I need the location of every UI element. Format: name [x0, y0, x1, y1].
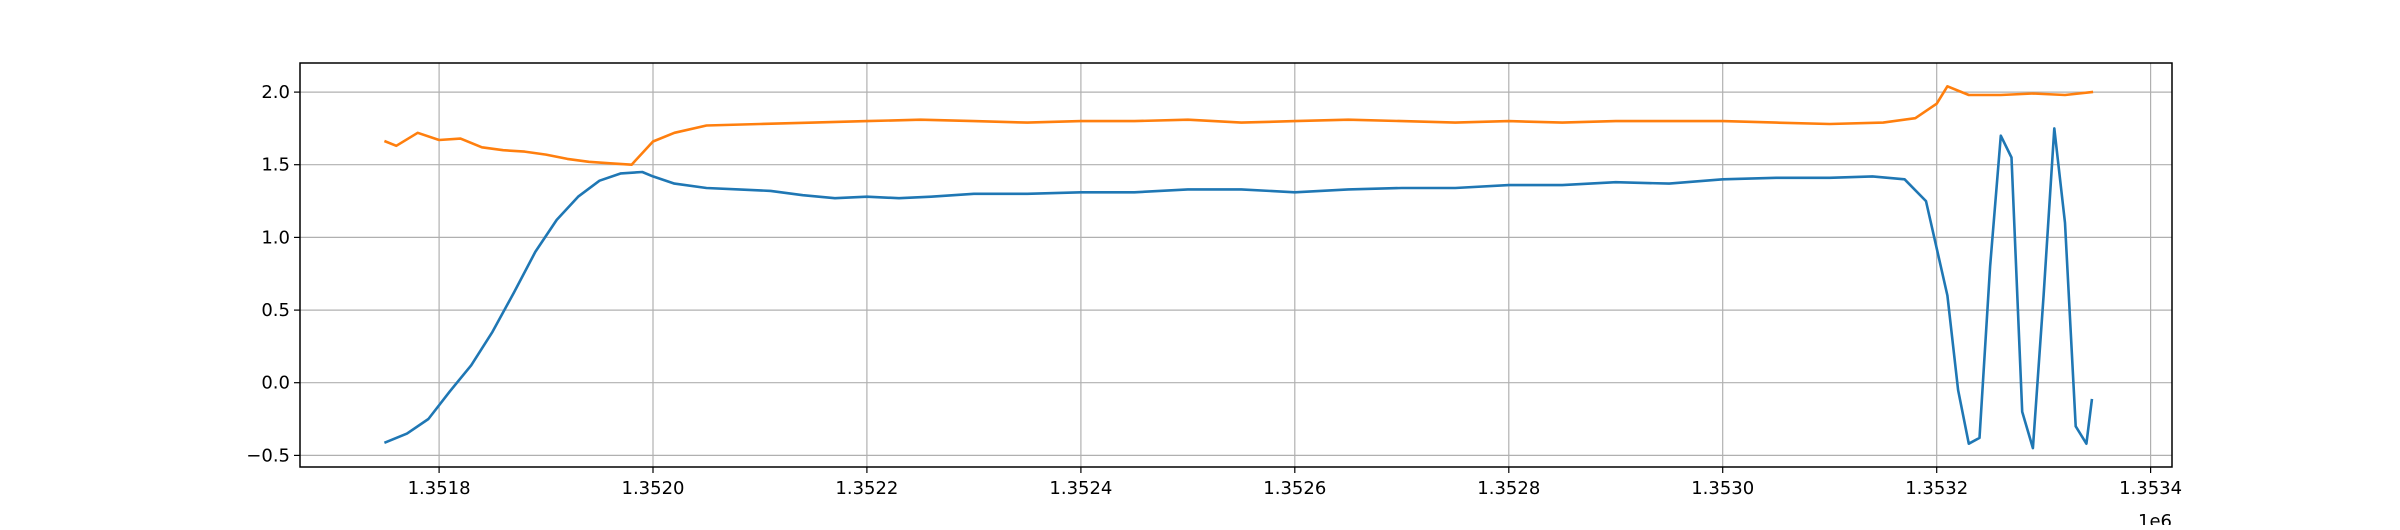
- x-axis-ticks: 1.3518 1.3520 1.3522 1.3524 1.3526 1.3528 1.35…: [408, 467, 2182, 499]
- y-tick-label: 1.5: [261, 155, 290, 176]
- y-axis-ticks: −0.5 0.0 0.5 1.0 1.5 2.0: [246, 82, 300, 466]
- x-tick-label: 1.3520: [622, 478, 685, 499]
- plot-frame: [299, 62, 2173, 468]
- series-line-1: [383, 127, 2094, 450]
- series-lines: [383, 85, 2094, 450]
- y-tick-label: 1.0: [261, 227, 290, 248]
- x-tick-label: 1.3532: [1905, 478, 1968, 499]
- x-tick-label: 1.3528: [1477, 478, 1540, 499]
- y-tick-label: 0.0: [261, 373, 290, 394]
- x-tick-label: 1.3518: [408, 478, 471, 499]
- x-tick-label: 1.3530: [1691, 478, 1754, 499]
- series-line-2: [383, 85, 2094, 166]
- x-tick-label: 1.3534: [2119, 478, 2182, 499]
- y-tick-label: 2.0: [261, 82, 290, 103]
- x-tick-label: 1.3526: [1263, 478, 1326, 499]
- y-tick-label: 0.5: [261, 300, 290, 321]
- x-tick-label: 1.3524: [1049, 478, 1112, 499]
- x-tick-label: 1.3522: [835, 478, 898, 499]
- x-axis-offset-label: 1e6: [2138, 511, 2172, 525]
- y-tick-label: −0.5: [246, 445, 290, 466]
